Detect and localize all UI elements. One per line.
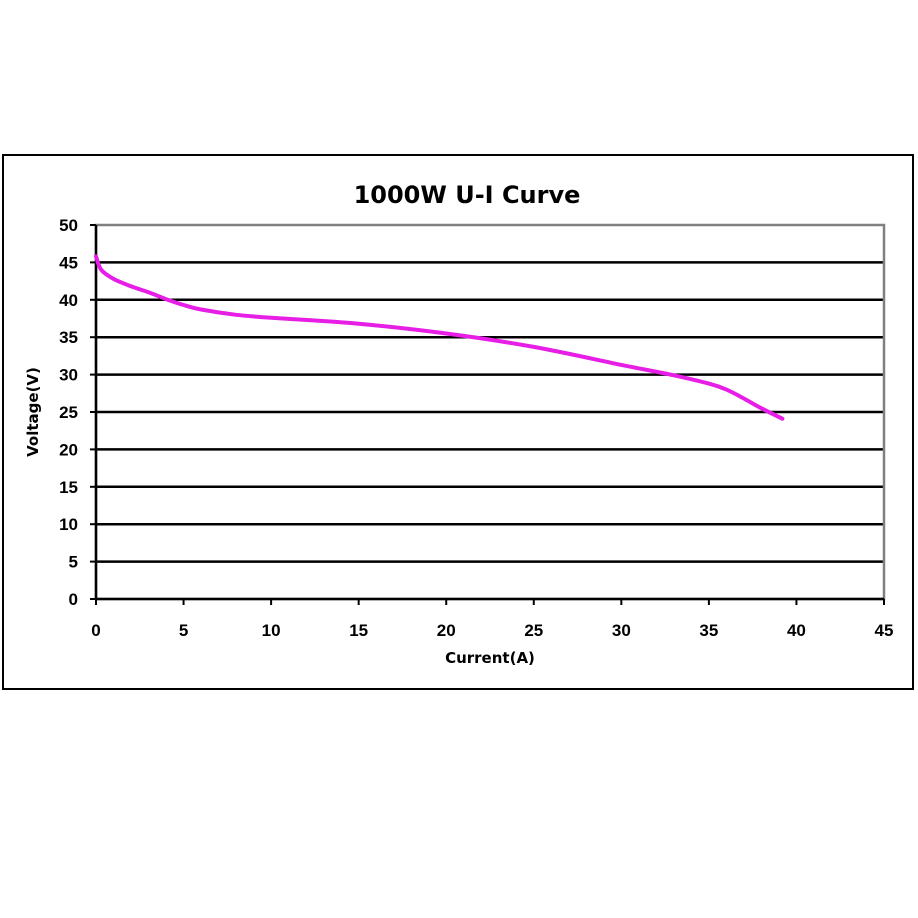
x-axis-label: Current(A) — [445, 649, 535, 667]
y-tick-label-35: 35 — [59, 328, 78, 347]
x-tick-label-45: 45 — [875, 621, 894, 640]
chart-frame — [2, 154, 914, 690]
x-tick-label-25: 25 — [524, 621, 543, 640]
x-tick-label-40: 40 — [787, 621, 806, 640]
y-tick-label-25: 25 — [59, 403, 78, 422]
x-tick-label-5: 5 — [179, 621, 188, 640]
x-tick-label-30: 30 — [612, 621, 631, 640]
grid-lines — [96, 261, 884, 563]
series-layer — [94, 254, 785, 421]
y-tick-labels: 0 5 10 15 20 25 30 35 40 45 50 — [59, 216, 78, 609]
y-tick-label-10: 10 — [59, 515, 78, 534]
y-tick-label-20: 20 — [59, 440, 78, 459]
chart-title: 1000W U-I Curve — [354, 181, 581, 209]
x-tick-label-10: 10 — [262, 621, 281, 640]
y-tick-label-50: 50 — [59, 216, 78, 235]
x-tick-labels: 0 5 10 15 20 25 30 35 40 45 — [91, 621, 893, 640]
y-tick-label-45: 45 — [59, 253, 78, 272]
y-tick-label-30: 30 — [59, 366, 78, 385]
series-line-0 — [94, 254, 785, 421]
y-tick-label-15: 15 — [59, 478, 78, 497]
x-tick-label-20: 20 — [437, 621, 456, 640]
y-tick-label-5: 5 — [69, 553, 78, 572]
y-tick-label-0: 0 — [69, 590, 78, 609]
x-tick-label-0: 0 — [91, 621, 100, 640]
y-tick-label-40: 40 — [59, 291, 78, 310]
axes — [90, 224, 885, 605]
y-axis-label: Voltage(V) — [24, 367, 42, 457]
x-tick-label-15: 15 — [349, 621, 368, 640]
x-tick-label-35: 35 — [699, 621, 718, 640]
